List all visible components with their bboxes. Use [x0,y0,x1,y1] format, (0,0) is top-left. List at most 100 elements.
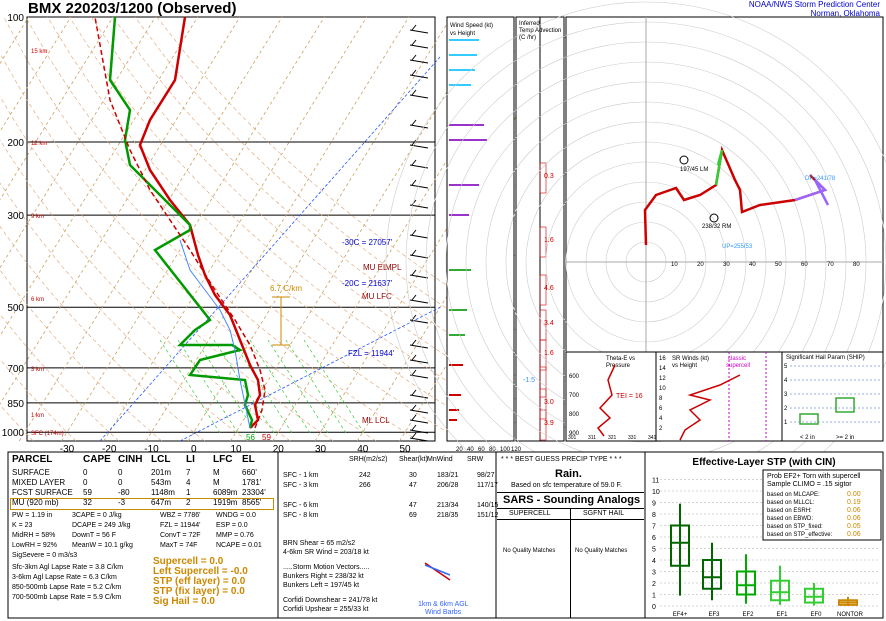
tadv-value: 4.6 [544,285,554,292]
hodo-axis-label: 70 [827,262,834,268]
kin-srwind: 4-6km SR Wind = 203/18 kt [283,549,369,556]
kin-label: SFC - 3 km [283,482,319,489]
wind-barb-flag [411,389,417,396]
height-label: 15 km [31,49,47,55]
temp-label: 10 [230,444,242,455]
parcel-header: LCL [151,454,171,465]
ship-xlabel: < 2 in [800,435,815,441]
wind-barb [409,124,429,129]
srw-label: classic [728,356,746,362]
parcel-header: LFC [213,454,233,465]
parcel-cell: 1919m [213,498,238,507]
moist-adiabat [159,339,221,434]
kin-header: SRW [467,456,484,463]
parcel-cell: -80 [118,488,130,497]
isotherm [61,16,325,442]
center-credit: NOAA/NWS Storm Prediction Center Norman,… [749,0,880,18]
wind-speed-panel: Wind Speed (kt) vs Height 20 40 60 80 100 120 [449,23,522,453]
index-value: MidRH = 58% [12,532,56,539]
dewpoint-line [108,16,254,429]
precip-note: Based on sfc temperature of 59.0 F. [511,482,622,489]
theta-tick: 341 [648,435,657,441]
dry-adiabat [0,139,291,442]
moist-adiabat [213,339,275,434]
wind-barb-flag [411,269,417,276]
kinematics-panel: SRH(m2/s2) Shear(kt) MnWind SRW SFC - 1 km 24… [279,452,498,618]
tadv-bar [539,339,547,371]
stp-box [804,587,824,604]
temperature-line [138,16,262,429]
stp-category: EF3 [708,612,720,618]
skewt-frame [26,16,436,442]
isotherm [18,16,283,442]
stp-prob-row: based on EBWD: [767,516,813,522]
tadv-bar [539,388,547,420]
pressure-label: 850 [7,399,24,410]
index-value: ESP = 0.0 [216,522,248,529]
parcel-cell: 4 [186,478,191,487]
pressure-label: 1000 [2,428,25,439]
moist-adiabat [231,339,293,434]
wind-barb [409,254,429,259]
composite-index: STP (eff layer) = 0.0 [153,576,246,587]
parcel-header: CAPE [83,454,111,465]
theta-tick: 331 [628,435,637,441]
tadv-value: 3.4 [544,320,554,327]
wind-barb [409,419,429,424]
height-label: 6 km [31,297,44,303]
wind-barb [409,44,429,49]
parcel-cell: 0 [118,468,123,477]
hodo-axis-label: 30 [723,262,730,268]
theta-tick: 301 [568,435,577,441]
tadv-bar [539,226,547,258]
parcel-cell: 660' [242,468,257,477]
isotherm [0,16,114,201]
parcel-header: EL [242,454,255,465]
isotherm-highlight [99,56,441,442]
parcel-cell: 1781' [242,478,262,487]
kin-label: SFC - 1 km [283,472,319,479]
parcel-trace [94,16,266,429]
index-value: 3CAPE = 0 J/kg [72,512,122,519]
wind-barb [409,234,429,239]
parcel-cell: M [213,478,220,487]
stp-ytick: 2 [652,581,656,588]
wind-barb-flag [411,414,417,421]
annotation-fzl: FZL = 11944' [348,349,395,358]
wind-barb [409,437,429,442]
height-label: 3 km [31,367,44,373]
annotation-lapse: 6.7 C/km [270,284,302,293]
stp-ytick: 8 [652,512,656,519]
wind-barb [409,59,429,64]
stp-box [670,524,690,567]
parcel-header: CINH [118,454,143,465]
stp-prob-row: based on ESRH: [767,508,812,514]
srw-height: 16 [659,356,666,362]
isotherm [187,16,452,442]
wind-barb-flag [411,199,417,206]
hodo-up-label: UP=255/53 [722,244,753,250]
wind-barb-flag [411,432,417,439]
tadv-bar [539,274,547,306]
barb-legend-label: 1km & 6km AGL [418,601,469,608]
wind-barb-flag [411,159,417,166]
kin-brn: BRN Shear = 65 m2/s2 [283,540,356,547]
srw-height: 8 [659,396,663,402]
pressure-label: 700 [7,364,24,375]
parcel-cell: 2 [186,498,191,507]
annotation-mu-el: MU EL [363,263,388,272]
center-line-1: NOAA/NWS Storm Prediction Center [748,0,880,9]
parcel-cell: 0 [83,468,88,477]
srw-height: 10 [659,386,666,392]
wind-barb-flag [411,339,417,346]
parcel-cell: 32 [83,498,92,507]
parcel-cell: 7 [186,468,191,477]
temp-label: -20 [102,444,117,455]
ship-ylabel: 5 [784,364,788,370]
parcel-cell: MU (920 mb) [12,498,59,507]
stp-prob-sub: Sample CLIMO = .15 sigtor [767,481,852,488]
hodo-trace-upper [794,179,830,206]
dry-adiabat [3,16,419,442]
stp-ytick: 3 [652,570,656,577]
